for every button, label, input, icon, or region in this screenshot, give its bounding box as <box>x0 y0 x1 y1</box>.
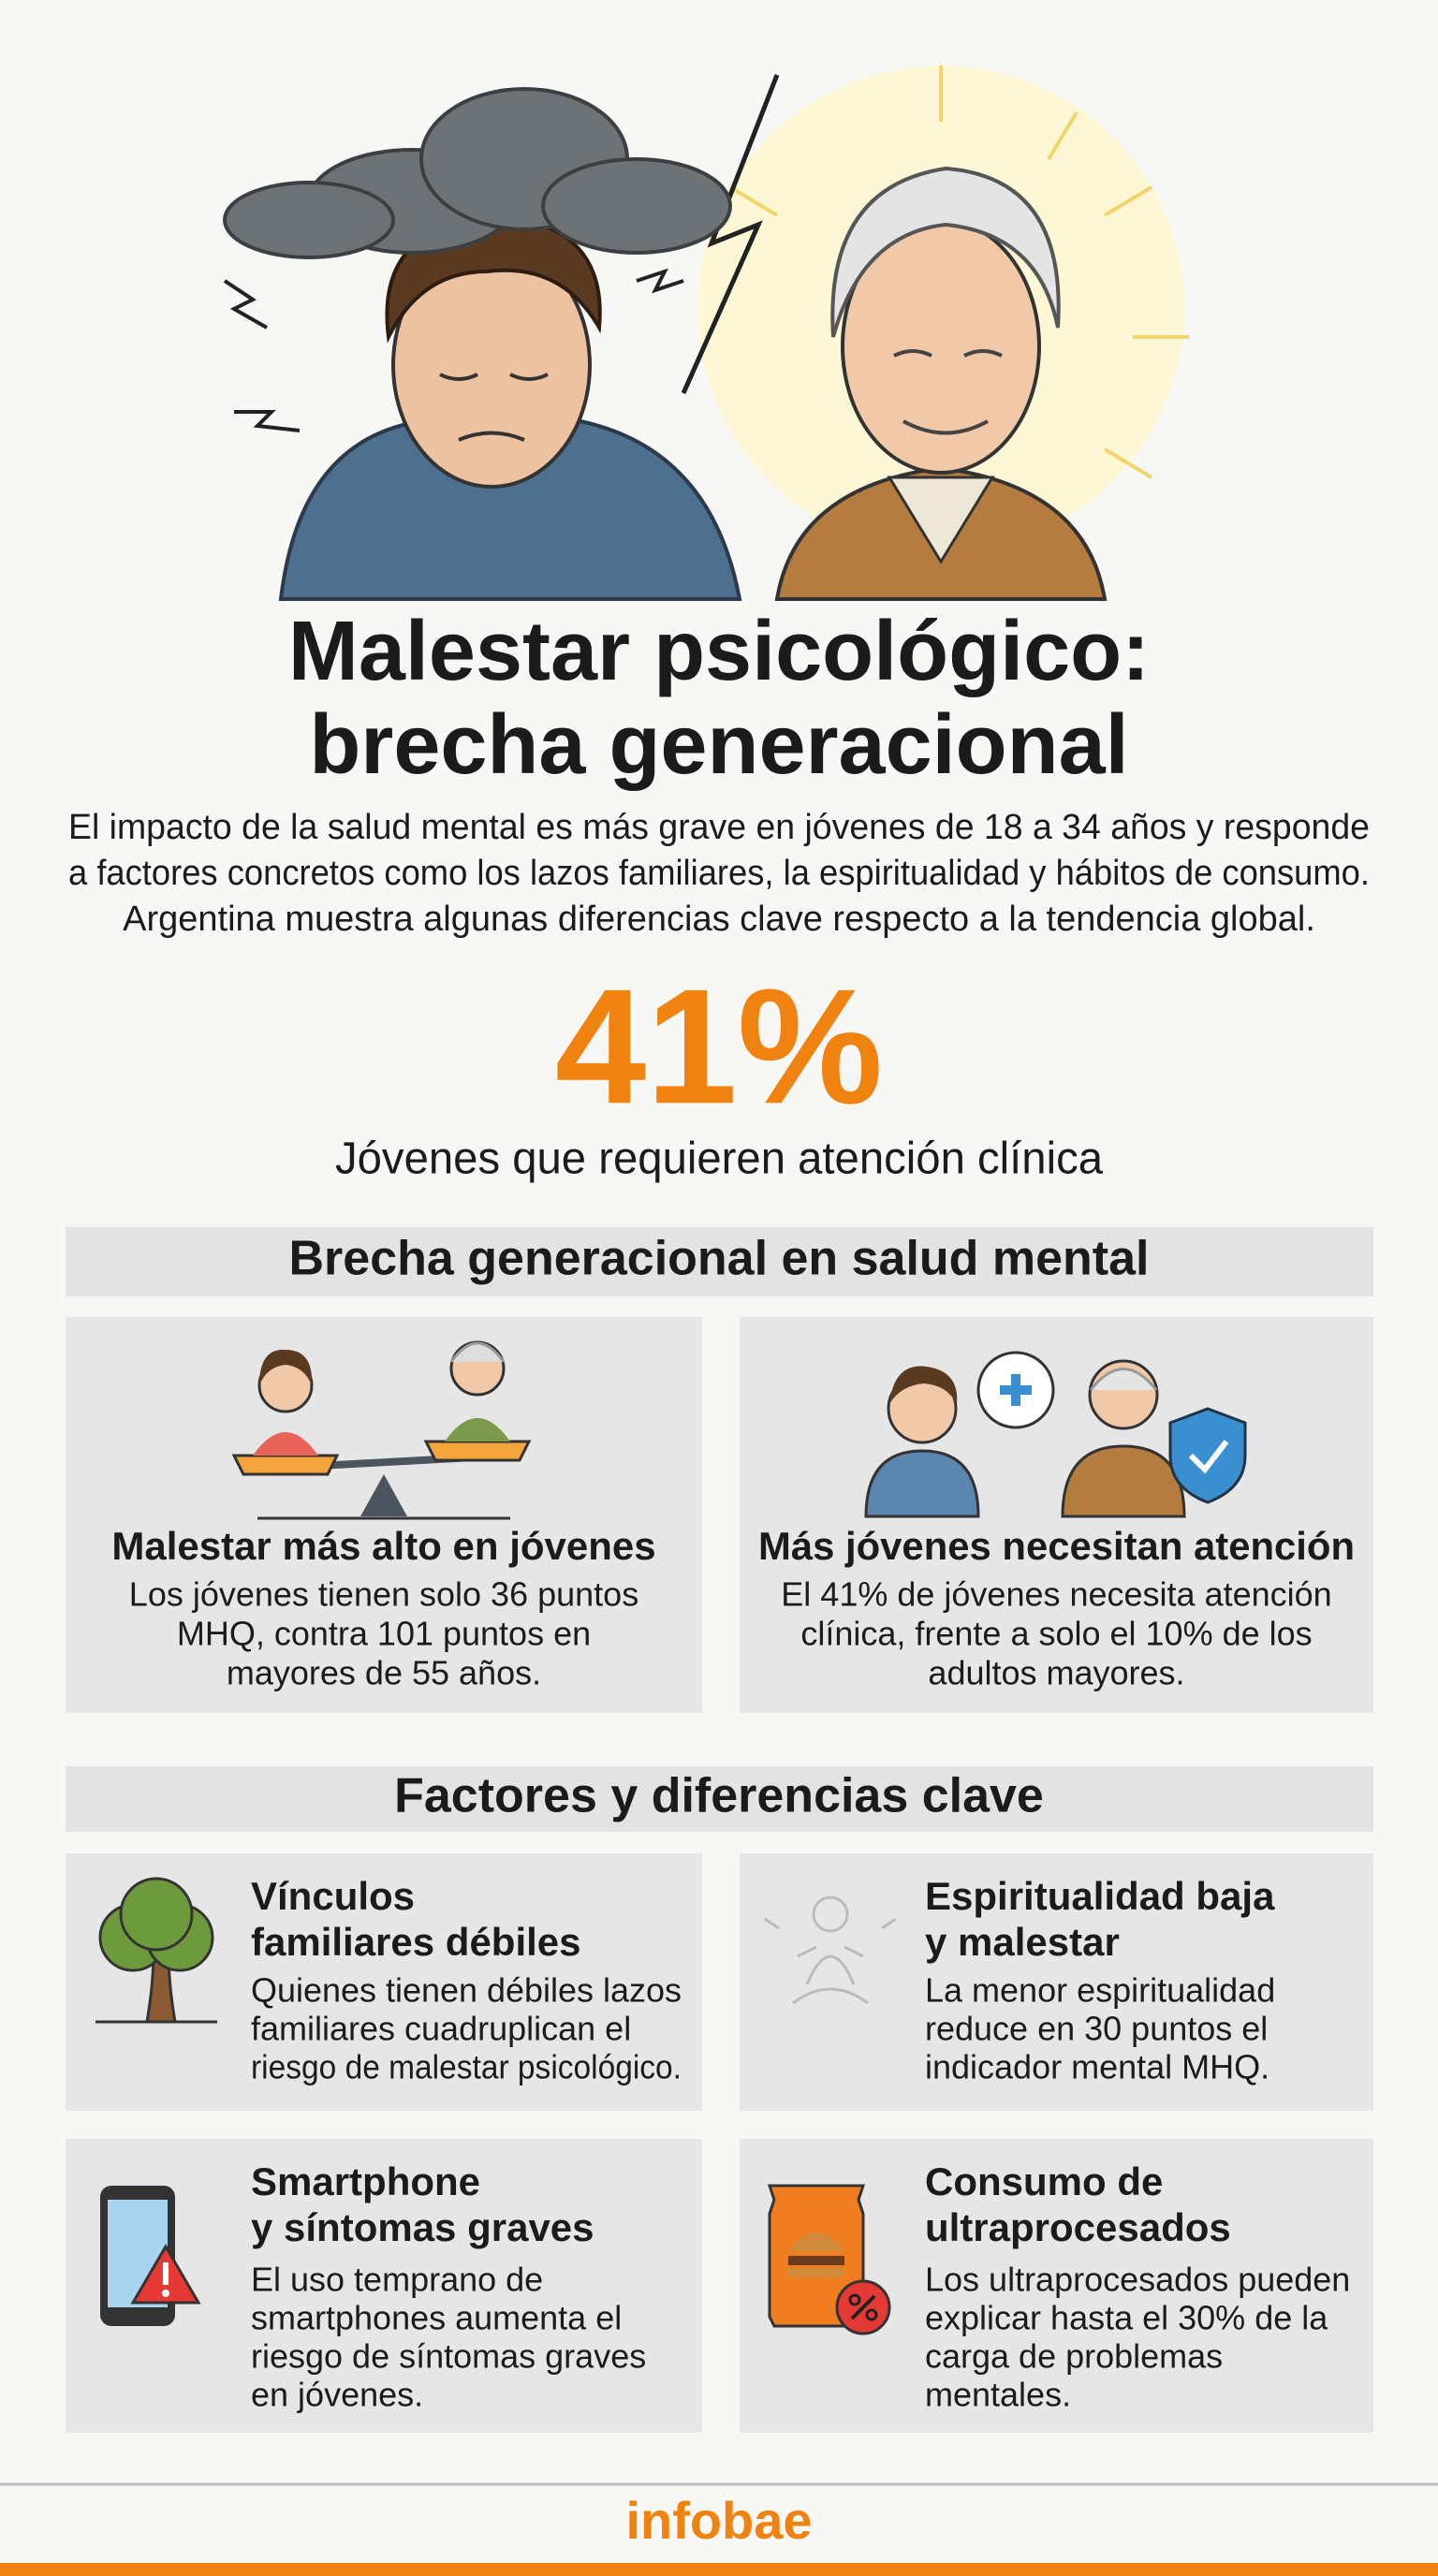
card-body: adultos mayores. <box>928 1654 1184 1692</box>
card-icon <box>231 1340 532 1520</box>
card-title: familiares débiles <box>251 1920 581 1964</box>
title: Malestar psicológico: <box>288 605 1150 698</box>
card-body: Quienes tienen débiles lazos <box>251 1971 682 2010</box>
card-icon <box>764 1895 897 2005</box>
card-title: Malestar más alto en jóvenes <box>111 1524 655 1568</box>
highlight-value: 41% <box>555 956 883 1138</box>
card-body: La menor espiritualidad <box>925 1971 1275 2010</box>
card-body: reduce en 30 puntos el <box>925 2010 1268 2048</box>
footer-bar <box>0 2563 1438 2576</box>
card-body: mentales. <box>925 2376 1071 2414</box>
highlight-label: Jóvenes que requieren atención clínica <box>335 1134 1103 1184</box>
card-title: Vínculos <box>251 1874 415 1918</box>
card-title: Smartphone <box>251 2159 480 2203</box>
card-title: y síntomas graves <box>251 2205 594 2249</box>
intro-line: a factores concretos como los lazos fami… <box>68 854 1370 893</box>
intro-line: Argentina muestra algunas diferencias cl… <box>123 900 1315 939</box>
section-header <box>66 1227 1373 1296</box>
card-icon <box>100 2186 201 2326</box>
card-title: Más jóvenes necesitan atención <box>758 1524 1355 1568</box>
card-title: ultraprocesados <box>925 2205 1231 2249</box>
card-body: en jóvenes. <box>251 2376 423 2414</box>
card-body: El 41% de jóvenes necesita atención <box>781 1575 1331 1614</box>
card <box>740 1853 1373 2111</box>
hero-illustration <box>223 66 1189 601</box>
card-body: carga de problemas <box>925 2337 1223 2376</box>
title: brecha generacional <box>309 698 1128 792</box>
card-title: Espiritualidad baja <box>925 1874 1275 1918</box>
card-body: Los jóvenes tienen solo 36 puntos <box>129 1575 638 1614</box>
card-body: explicar hasta el 30% de la <box>925 2299 1328 2337</box>
section-header <box>66 1766 1373 1832</box>
card-title: y malestar <box>925 1920 1120 1964</box>
card-icon <box>864 1351 1247 1518</box>
card-body: mayores de 55 años. <box>227 1654 541 1692</box>
card-body: familiares cuadruplican el <box>251 2010 631 2048</box>
section-heading: Brecha generacional en salud mental <box>289 1232 1150 1286</box>
card-title: Consumo de <box>925 2159 1163 2203</box>
card-icon <box>95 1877 217 2024</box>
card <box>740 1317 1373 1713</box>
card-body: El uso temprano de <box>251 2261 543 2299</box>
card-body: riesgo de malestar psicológico. <box>251 2048 682 2086</box>
card-icon <box>767 2184 891 2335</box>
brand: infobae <box>625 2491 812 2550</box>
intro-line: El impacto de la salud mental es más gra… <box>68 808 1370 847</box>
card-body: riesgo de síntomas graves <box>251 2337 646 2376</box>
card-body: indicador mental MHQ. <box>925 2048 1269 2086</box>
card-body: smartphones aumenta el <box>251 2299 622 2337</box>
card-body: Los ultraprocesados pueden <box>925 2261 1350 2299</box>
card-body: clínica, frente a solo el 10% de los <box>800 1615 1312 1653</box>
section-heading: Factores y diferencias clave <box>394 1769 1044 1823</box>
card-body: MHQ, contra 101 puntos en <box>177 1615 591 1653</box>
